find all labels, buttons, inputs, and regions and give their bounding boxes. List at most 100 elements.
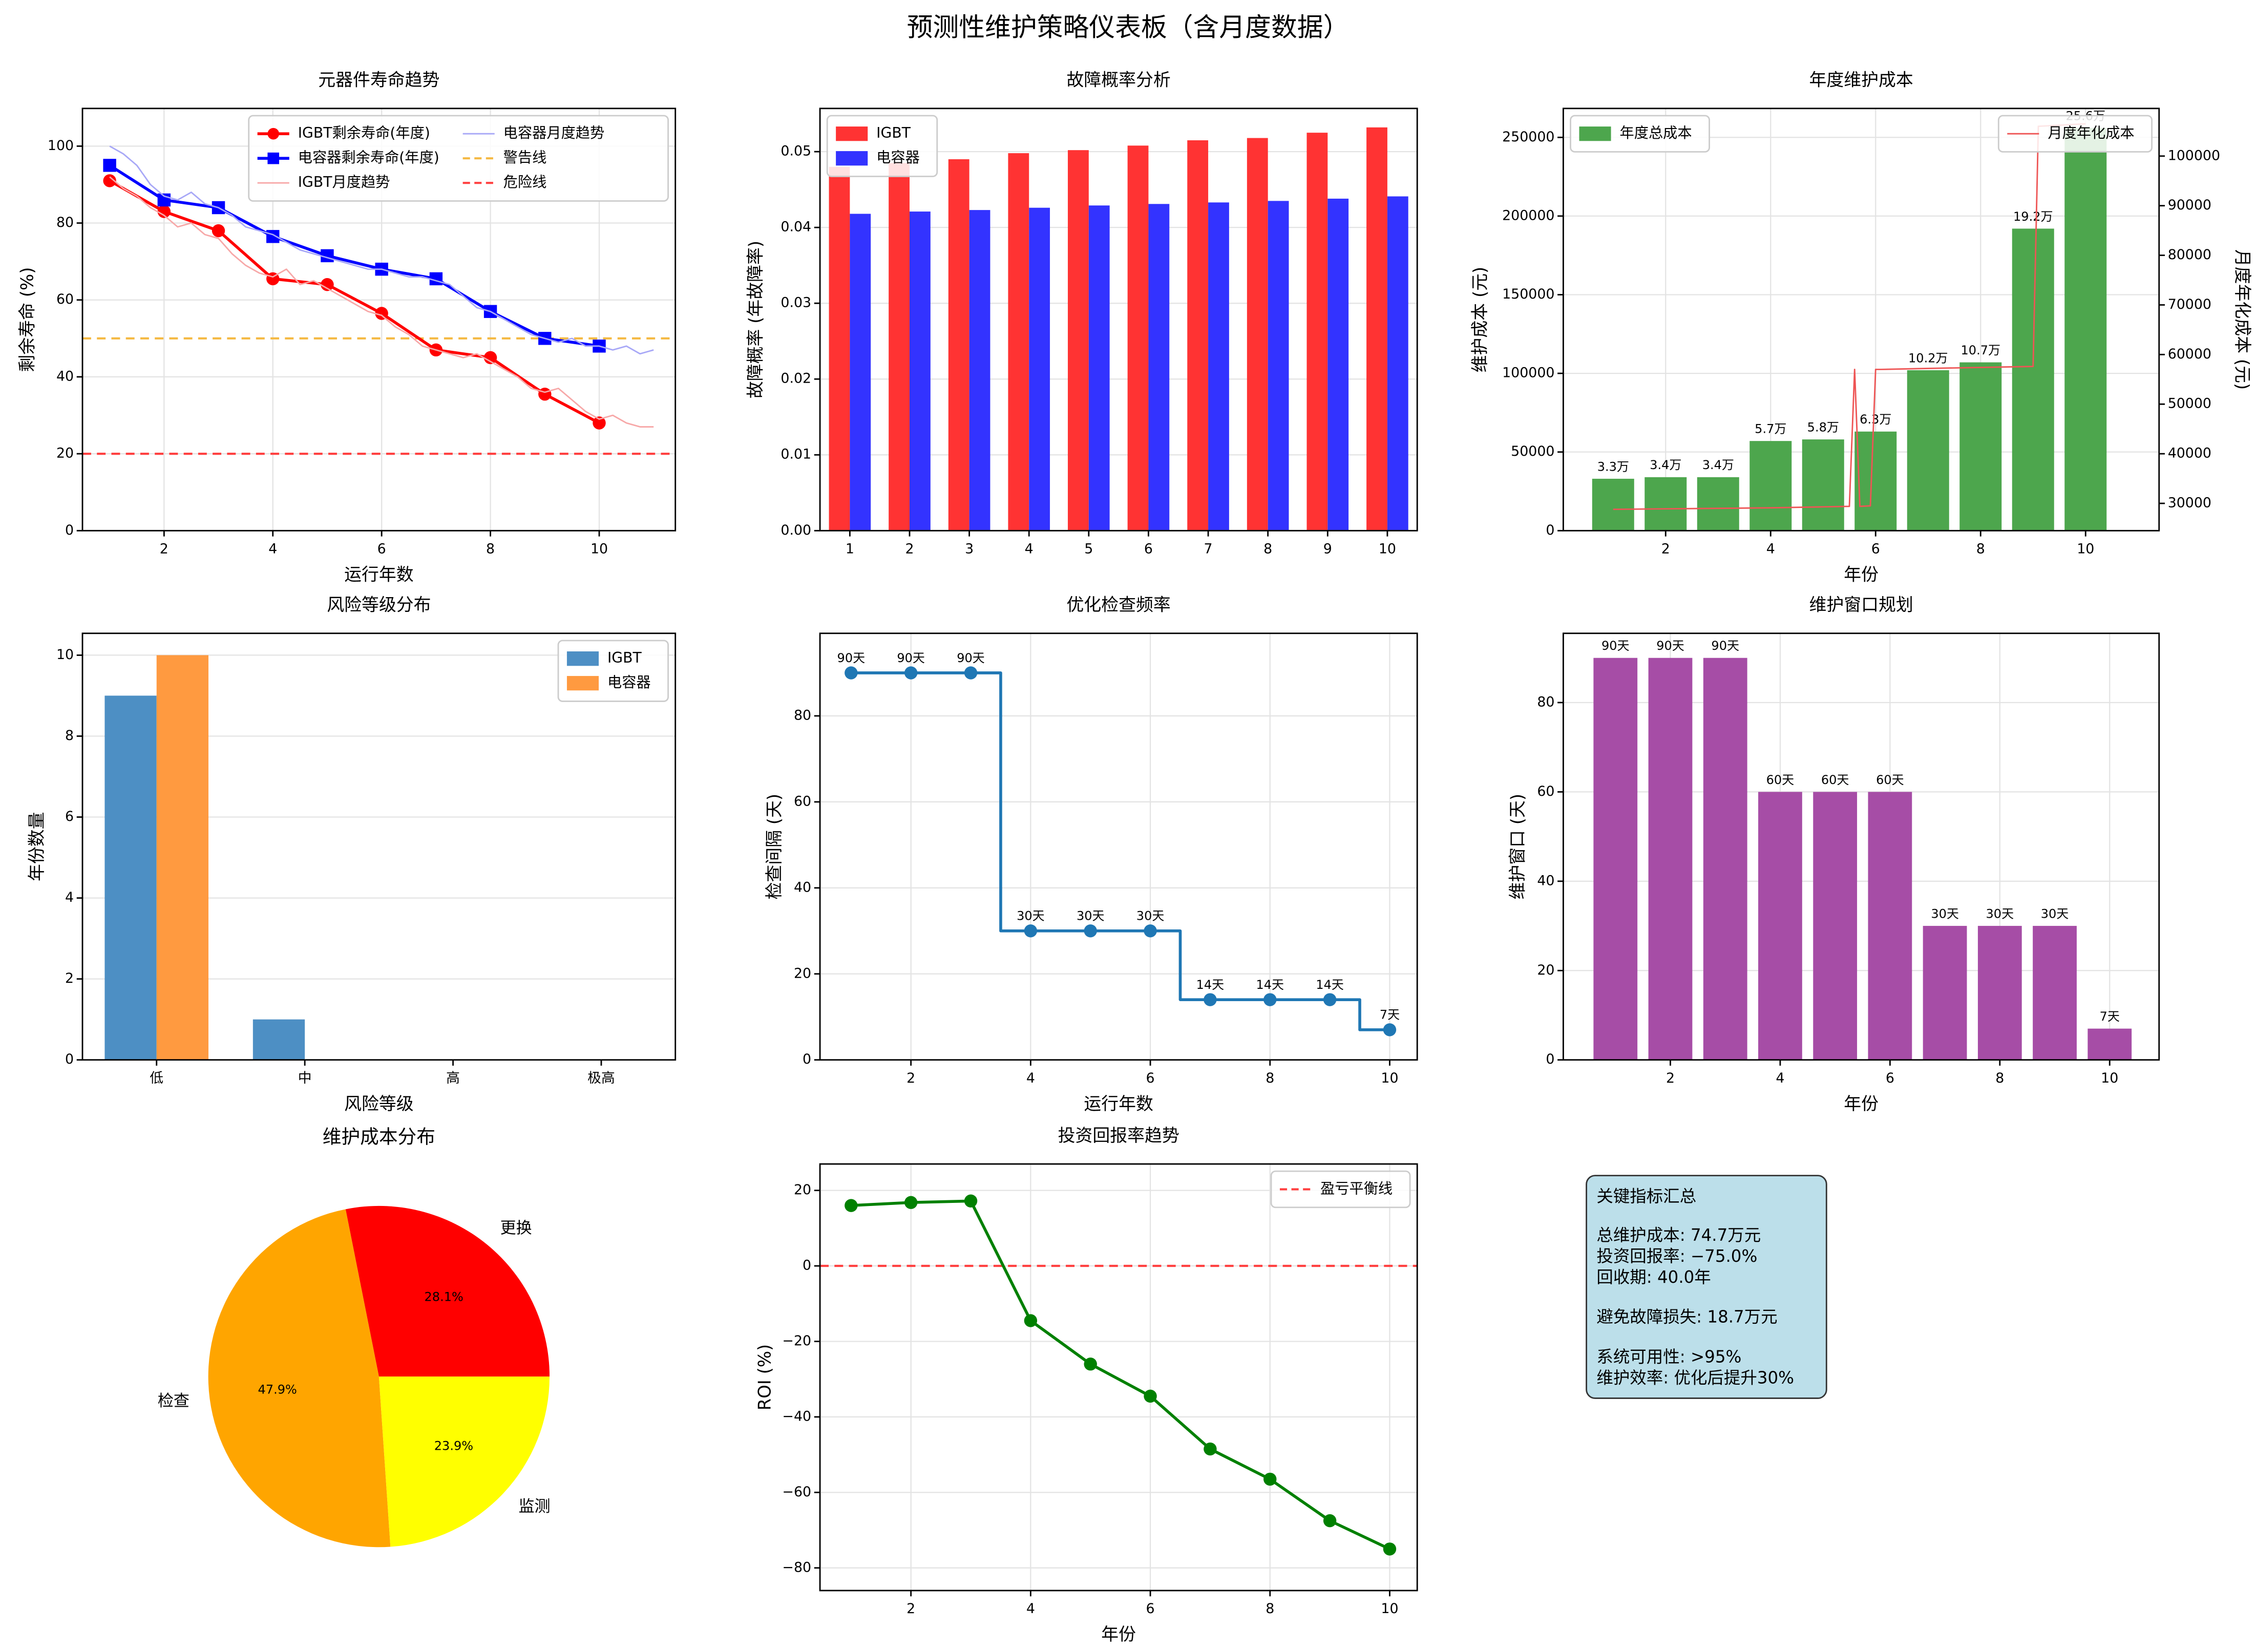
y-tick-label: 6 (65, 809, 74, 824)
y2-tick-label: 40000 (2168, 446, 2211, 461)
legend-label: 年度总成本 (1620, 124, 1692, 141)
summary-line: 维护效率: 优化后提升30% (1596, 1368, 1794, 1387)
data-label: 90天 (1711, 639, 1739, 653)
bar (1088, 205, 1110, 531)
y-tick-label: 8 (65, 728, 74, 744)
legend-swatch (836, 151, 868, 166)
y-tick-label: 100 (48, 138, 74, 154)
bar (1327, 198, 1349, 531)
data-label: 30天 (1986, 906, 2014, 921)
bar (889, 163, 910, 531)
point (1323, 993, 1337, 1006)
series-line (109, 164, 600, 348)
bar (1749, 441, 1792, 531)
bar (1644, 477, 1687, 531)
bar (1648, 658, 1693, 1060)
bar (1907, 370, 1949, 531)
chart-title: 风险等级分布 (327, 595, 431, 615)
legend-label: 盈亏平衡线 (1320, 1180, 1393, 1197)
bar (1813, 792, 1858, 1060)
bar (1697, 477, 1739, 531)
x-tick-label: 4 (268, 541, 277, 557)
point (1144, 924, 1157, 938)
y-tick-label: 40 (56, 368, 74, 384)
data-label: 19.2万 (2013, 209, 2053, 224)
y-tick-label: 2 (65, 970, 74, 986)
x-tick-label: 高 (446, 1070, 460, 1086)
y-tick-label: 0 (803, 1051, 811, 1067)
y-tick-label: 20 (1537, 962, 1554, 978)
x-tick-label: 8 (1263, 541, 1272, 557)
y2-tick-label: 90000 (2168, 197, 2211, 213)
plot-frame (819, 1163, 1418, 1592)
legend-swatch (836, 126, 868, 141)
bar (2064, 128, 2107, 531)
data-label: 3.4万 (1702, 458, 1734, 472)
x-tick-label: 4 (1025, 541, 1034, 557)
point (103, 174, 116, 187)
plot-area (820, 633, 1418, 1060)
summary-line: 系统可用性: >95% (1596, 1347, 1741, 1366)
data-label: 90天 (837, 651, 866, 665)
x-tick-label: 4 (1026, 1070, 1035, 1086)
point (1024, 924, 1038, 938)
bar (1306, 133, 1328, 531)
x-tick-label: 2 (906, 1070, 915, 1086)
point (1144, 1389, 1157, 1403)
x-tick-label: 8 (1995, 1070, 2004, 1086)
y-tick-label: 40 (794, 879, 811, 895)
y-tick-label: −60 (783, 1484, 812, 1500)
legend-label: 电容器 (876, 149, 920, 166)
x-tick-label: 6 (1146, 1070, 1155, 1086)
y-tick-label: 20 (794, 965, 811, 981)
point (845, 1199, 858, 1212)
x-tick-label: 5 (1084, 541, 1093, 557)
chart-title: 故障概率分析 (1067, 70, 1171, 90)
data-label: 5.7万 (1755, 422, 1786, 436)
plot-frame (81, 632, 677, 1061)
point (593, 416, 606, 430)
point (1263, 1472, 1277, 1486)
pie-percent: 47.9% (258, 1382, 297, 1396)
legend-swatch (566, 676, 599, 691)
data-label: 5.8万 (1807, 420, 1839, 435)
bar (2033, 926, 2077, 1060)
y-tick-label: 0.03 (781, 295, 811, 311)
data-label: 90天 (897, 651, 925, 665)
y2-tick-label: 70000 (2168, 296, 2211, 312)
point (103, 159, 116, 172)
y-tick-label: 60 (1537, 783, 1554, 799)
bar (1268, 201, 1289, 531)
plot-frame (1563, 108, 2160, 532)
pie-slice (208, 1209, 391, 1548)
series-line (1613, 123, 2086, 511)
point (964, 1194, 978, 1208)
bar (252, 1019, 305, 1060)
chart-title: 投资回报率趋势 (1058, 1126, 1179, 1146)
y-tick-label: 250000 (1502, 129, 1554, 145)
legend-label: IGBT (607, 649, 642, 666)
series-line (109, 179, 600, 425)
chart-title: 元器件寿命趋势 (318, 70, 439, 90)
x-axis-label: 年份 (1101, 1624, 1136, 1644)
y-tick-label: 100000 (1502, 365, 1554, 381)
bar (1247, 138, 1268, 531)
summary-line: 总维护成本: 74.7万元 (1596, 1225, 1761, 1245)
y-tick-label: 0.01 (781, 447, 811, 462)
bar (1868, 792, 1912, 1060)
x-tick-label: 极高 (587, 1070, 615, 1086)
x-axis-label: 运行年数 (1084, 1094, 1153, 1114)
point (1323, 1514, 1337, 1528)
x-tick-label: 6 (377, 541, 386, 557)
pie-slice (378, 1376, 550, 1547)
data-label: 90天 (1601, 639, 1630, 653)
bar (1802, 439, 1844, 531)
legend-swatch (566, 651, 599, 666)
y-tick-label: 0 (1546, 522, 1554, 538)
x-tick-label: 2 (160, 541, 168, 557)
y-tick-label: 60 (56, 291, 74, 307)
x-tick-label: 4 (1026, 1601, 1035, 1617)
point (1084, 924, 1097, 938)
y-tick-label: 0.00 (781, 522, 811, 538)
x-tick-label: 8 (1266, 1601, 1274, 1617)
